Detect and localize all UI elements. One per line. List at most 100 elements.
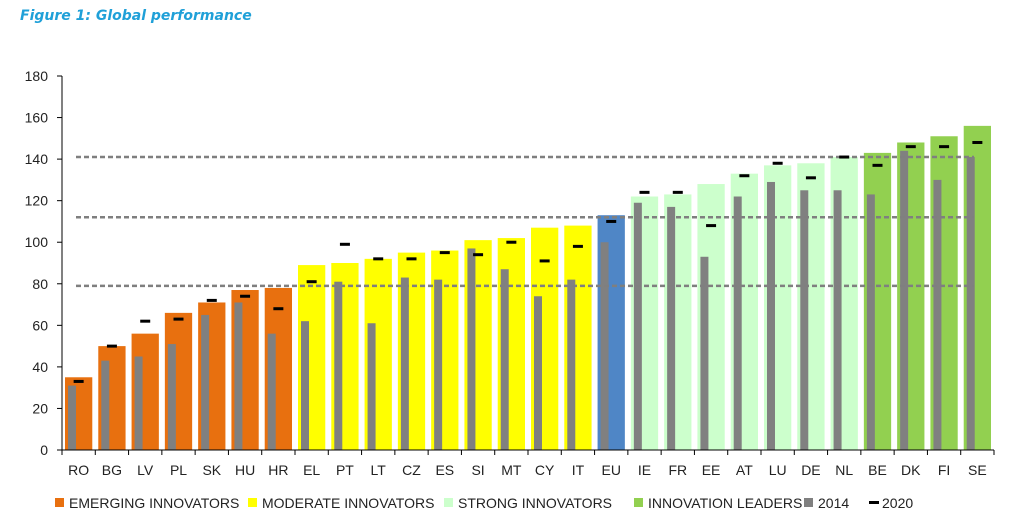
x-tick-label: DK: [901, 462, 921, 478]
marker-2020-SI: [473, 253, 484, 257]
bar-2014-MT: [500, 269, 509, 450]
bar-2014-SE: [966, 157, 975, 451]
x-tick-label: PT: [336, 462, 354, 478]
marker-2020-ES: [439, 251, 450, 255]
marker-2020-LV: [140, 319, 151, 323]
bar-2014-EE: [700, 256, 709, 450]
x-tick-label: CY: [535, 462, 555, 478]
marker-2020-CZ: [406, 257, 417, 261]
legend-swatch: [248, 498, 257, 507]
legend-swatch-2020: [869, 501, 879, 504]
legend-swatch: [444, 498, 453, 507]
bar-2014-ES: [434, 279, 443, 450]
bar-2014-RO: [68, 385, 76, 450]
legend-label: INNOVATION LEADERS: [648, 495, 802, 511]
y-tick-label: 40: [32, 359, 48, 375]
y-tick-label: 180: [25, 68, 49, 84]
x-tick-label: SK: [202, 462, 221, 478]
y-tick-label: 80: [32, 276, 48, 292]
marker-2020-SK: [206, 298, 217, 302]
x-tick-label: DE: [801, 462, 820, 478]
bar-2014-PL: [167, 344, 176, 450]
x-tick-label: EL: [303, 462, 320, 478]
bar-2014-AT: [733, 196, 742, 450]
x-tick-label: HU: [235, 462, 255, 478]
legend-label: 2020: [882, 495, 913, 511]
marker-2020-NL: [839, 155, 850, 159]
bar-2014-HU: [234, 302, 243, 450]
x-tick-label: LV: [137, 462, 154, 478]
bar-2014-FR: [667, 206, 676, 450]
bar-2014-DK: [900, 150, 909, 451]
marker-2020-EL: [306, 280, 317, 284]
bar-2014-SK: [201, 314, 210, 450]
marker-2020-DK: [905, 145, 916, 149]
bar-2014-LT: [367, 323, 376, 450]
legend-swatch: [634, 498, 643, 507]
y-tick-label: 20: [32, 400, 48, 416]
bar-2014-LU: [767, 181, 775, 450]
y-tick-label: 60: [32, 317, 48, 333]
x-tick-label: MT: [501, 462, 522, 478]
bar-2014-FI: [933, 179, 942, 450]
x-tick-label: LT: [371, 462, 387, 478]
x-tick-label: NL: [835, 462, 853, 478]
bar-2014-EL: [301, 321, 309, 450]
legend-swatch: [804, 498, 813, 507]
x-tick-label: CZ: [402, 462, 421, 478]
y-tick-label: 160: [25, 110, 49, 126]
marker-2020-IE: [639, 190, 650, 194]
bar-2014-BG: [101, 360, 110, 450]
bar-2014-IT: [567, 279, 576, 450]
marker-2020-EU: [606, 219, 617, 223]
marker-2020-PL: [173, 317, 184, 321]
bar-2014-CY: [534, 296, 542, 450]
marker-2020-IT: [572, 244, 583, 248]
x-tick-label: SE: [968, 462, 987, 478]
x-tick-label: ES: [435, 462, 454, 478]
y-tick-label: 140: [25, 151, 49, 167]
x-tick-label: FR: [668, 462, 687, 478]
x-tick-label: AT: [736, 462, 753, 478]
x-tick-label: FI: [938, 462, 950, 478]
figure-title: Figure 1: Global performance: [20, 8, 252, 24]
bar-2014-EU: [600, 242, 609, 450]
marker-2020-MT: [506, 240, 517, 244]
marker-2020-BG: [106, 344, 117, 348]
x-tick-label: EU: [601, 462, 620, 478]
marker-2020-SE: [972, 140, 983, 144]
bar-2014-DE: [800, 190, 809, 450]
marker-2020-HU: [240, 294, 251, 298]
x-tick-label: EE: [702, 462, 721, 478]
y-tick-label: 100: [25, 234, 49, 250]
marker-2020-FI: [939, 145, 950, 149]
marker-2020-HR: [273, 307, 284, 311]
legend-label: MODERATE INNOVATORS: [262, 495, 434, 511]
x-tick-label: SI: [471, 462, 484, 478]
bar-2014-BE: [866, 194, 875, 450]
legend-swatch: [55, 498, 64, 507]
marker-2020-CY: [539, 259, 550, 263]
x-tick-label: IT: [572, 462, 585, 478]
x-tick-label: BE: [868, 462, 887, 478]
marker-2020-EE: [706, 224, 717, 228]
bar-2014-IE: [633, 202, 642, 450]
y-tick-label: 0: [40, 442, 48, 458]
x-tick-label: HR: [268, 462, 288, 478]
marker-2020-FR: [672, 190, 683, 194]
marker-2020-LU: [772, 161, 783, 165]
marker-2020-LT: [373, 257, 384, 261]
bar-2014-HR: [267, 333, 276, 450]
legend-label: 2014: [818, 495, 849, 511]
bar-2014-LV: [134, 356, 143, 450]
bar-2014-NL: [833, 190, 842, 450]
legend-label: EMERGING INNOVATORS: [69, 495, 239, 511]
x-tick-label: BG: [102, 462, 122, 478]
marker-2020-RO: [73, 379, 84, 383]
y-tick-label: 120: [25, 193, 49, 209]
x-tick-label: IE: [638, 462, 651, 478]
legend-label: STRONG INNOVATORS: [458, 495, 612, 511]
x-tick-label: RO: [68, 462, 89, 478]
marker-2020-DE: [805, 176, 816, 180]
